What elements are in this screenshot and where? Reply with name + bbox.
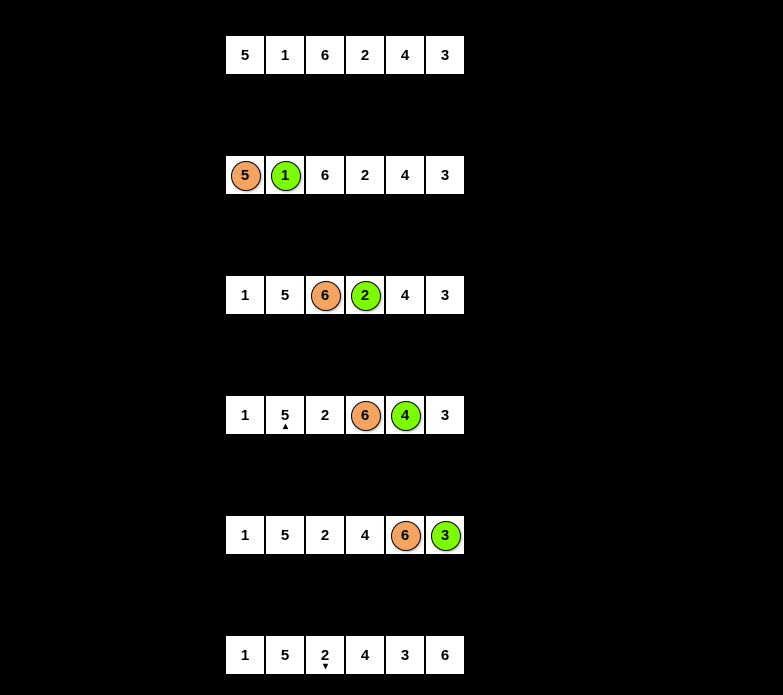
cell-value: 1	[281, 167, 289, 184]
cell-value: 5	[281, 287, 289, 304]
array-cell: 6	[305, 35, 345, 75]
cell-value: 5	[241, 47, 249, 64]
array-cell: 3	[425, 515, 465, 555]
array-cell: 5	[265, 515, 305, 555]
cell-value: 4	[401, 167, 409, 184]
array-cell: 4	[385, 155, 425, 195]
cell-value: 5	[241, 167, 249, 184]
array-row-0: 5 1 6 2 4 3	[225, 35, 465, 75]
cell-value: 2	[321, 647, 329, 664]
array-cell: 1	[265, 155, 305, 195]
cell-value: 2	[321, 527, 329, 544]
array-cell: 1	[225, 635, 265, 675]
array-cell: 6	[345, 395, 385, 435]
cell-value: 5	[281, 527, 289, 544]
cell-value: 6	[361, 407, 369, 424]
array-cell: 6	[425, 635, 465, 675]
cell-value: 3	[441, 287, 449, 304]
cell-value: 3	[401, 647, 409, 664]
array-cell: 6	[305, 155, 345, 195]
cell-value: 6	[441, 647, 449, 664]
cell-value: 4	[401, 47, 409, 64]
array-row-1: 5 1 6 2 4 3	[225, 155, 465, 195]
array-cell: 3	[385, 635, 425, 675]
array-cell: 2	[305, 395, 345, 435]
array-cell: 1	[225, 515, 265, 555]
array-cell: 2	[305, 515, 345, 555]
cell-value: 3	[441, 527, 449, 544]
cell-value: 3	[441, 407, 449, 424]
array-cell: 3	[425, 395, 465, 435]
cell-value: 2	[361, 287, 369, 304]
array-cell: 5▴	[265, 395, 305, 435]
arrow-down-icon: ▾	[323, 662, 328, 672]
array-row-3: 1 5▴ 2 6 4 3	[225, 395, 465, 435]
array-cell: 2▾	[305, 635, 345, 675]
array-cell: 3	[425, 275, 465, 315]
array-cell: 4	[385, 35, 425, 75]
array-cell: 5	[225, 35, 265, 75]
array-cell: 5	[265, 275, 305, 315]
cell-value: 6	[321, 47, 329, 64]
array-row-5: 1 5 2▾ 4 3 6	[225, 635, 465, 675]
array-cell: 6	[385, 515, 425, 555]
cell-value: 1	[241, 407, 249, 424]
array-cell: 4	[385, 395, 425, 435]
array-cell: 2	[345, 275, 385, 315]
array-cell: 1	[265, 35, 305, 75]
array-cell: 5	[265, 635, 305, 675]
array-cell: 1	[225, 275, 265, 315]
array-cell: 3	[425, 155, 465, 195]
array-cell: 5	[225, 155, 265, 195]
cell-value: 2	[321, 407, 329, 424]
cell-value: 2	[361, 47, 369, 64]
cell-value: 1	[241, 287, 249, 304]
cell-value: 4	[401, 407, 409, 424]
cell-value: 6	[321, 287, 329, 304]
arrow-up-icon: ▴	[283, 422, 288, 432]
cell-value: 6	[321, 167, 329, 184]
cell-value: 5	[281, 407, 289, 424]
cell-value: 4	[361, 647, 369, 664]
cell-value: 6	[401, 527, 409, 544]
array-cell: 6	[305, 275, 345, 315]
array-cell: 4	[345, 635, 385, 675]
cell-value: 3	[441, 167, 449, 184]
array-cell: 4	[345, 515, 385, 555]
cell-value: 4	[401, 287, 409, 304]
cell-value: 1	[241, 647, 249, 664]
cell-value: 5	[281, 647, 289, 664]
array-cell: 2	[345, 155, 385, 195]
cell-value: 4	[361, 527, 369, 544]
cell-value: 1	[281, 47, 289, 64]
cell-value: 3	[441, 47, 449, 64]
array-row-2: 1 5 6 2 4 3	[225, 275, 465, 315]
array-cell: 3	[425, 35, 465, 75]
array-cell: 1	[225, 395, 265, 435]
array-cell: 4	[385, 275, 425, 315]
cell-value: 1	[241, 527, 249, 544]
array-cell: 2	[345, 35, 385, 75]
diagram-canvas: 51624351624315624315▴2643152463152▾436	[0, 0, 783, 695]
array-row-4: 1 5 2 4 6 3	[225, 515, 465, 555]
cell-value: 2	[361, 167, 369, 184]
